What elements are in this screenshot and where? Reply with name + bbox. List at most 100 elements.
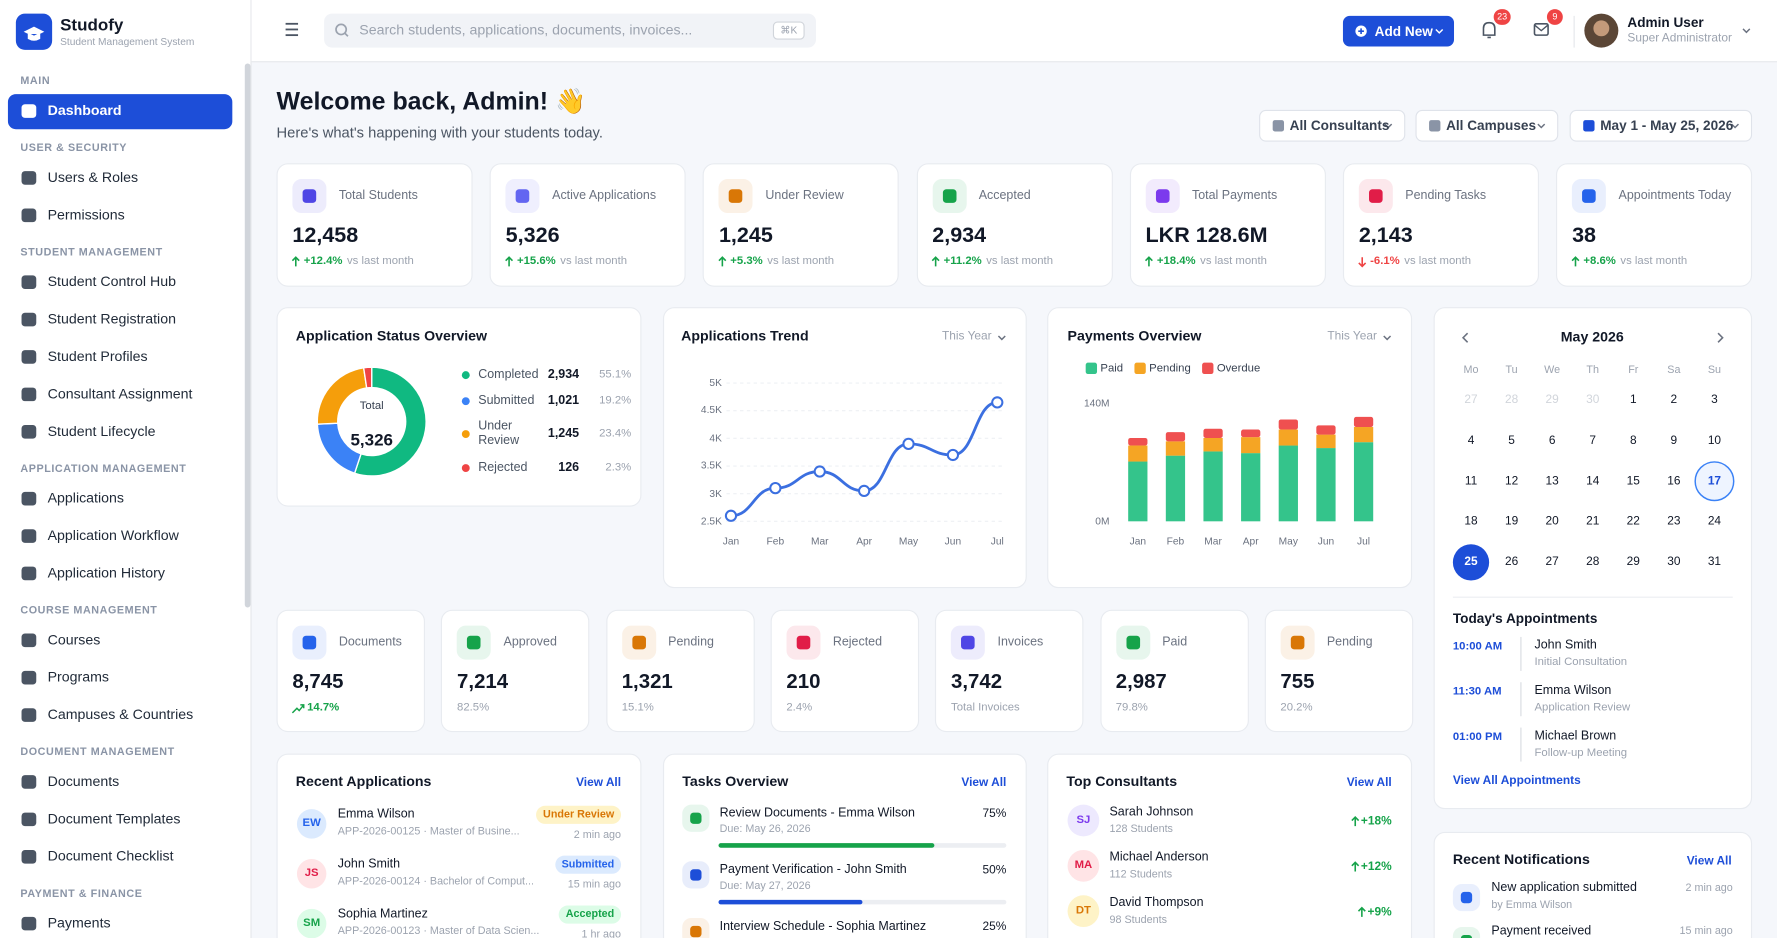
filter-label[interactable]: All Campuses bbox=[1446, 117, 1537, 134]
sidebar-item[interactable]: Courses bbox=[47, 631, 101, 648]
calendar-day[interactable]: 13 bbox=[1545, 474, 1559, 488]
sidebar-item[interactable]: Student Control Hub bbox=[47, 273, 176, 290]
sidebar-item[interactable]: Student Lifecycle bbox=[47, 423, 156, 440]
calendar-day[interactable]: 2 bbox=[1670, 392, 1678, 407]
sidebar-item[interactable]: Users & Roles bbox=[47, 169, 139, 186]
calendar-day[interactable]: 8 bbox=[1629, 433, 1637, 448]
calendar-day[interactable]: 27 bbox=[1464, 392, 1478, 407]
calendar-day[interactable]: 28 bbox=[1504, 392, 1519, 407]
calendar-day[interactable]: 23 bbox=[1667, 514, 1681, 529]
calendar-day[interactable]: 17 bbox=[1707, 474, 1722, 488]
calendar-day[interactable]: 5 bbox=[1508, 433, 1515, 448]
calendar-day[interactable]: 1 bbox=[1629, 392, 1637, 407]
icon bbox=[1115, 625, 1150, 660]
search-box[interactable] bbox=[324, 13, 816, 48]
sidebar-item[interactable]: Application History bbox=[47, 564, 165, 581]
task-title: Payment Verification - John Smith bbox=[719, 862, 907, 877]
sidebar-item[interactable]: Documents bbox=[47, 773, 120, 790]
calendar-day[interactable]: 29 bbox=[1626, 555, 1640, 569]
calendar-day[interactable]: 7 bbox=[1589, 433, 1597, 448]
y-tick-label: 140M bbox=[1083, 397, 1110, 409]
shortcut: ⌘K bbox=[780, 24, 798, 36]
bar-segment bbox=[1241, 437, 1261, 454]
sidebar-item[interactable]: Payments bbox=[47, 915, 111, 931]
trend-point bbox=[902, 437, 915, 451]
legend-dot bbox=[461, 397, 470, 406]
sidebar-item[interactable]: Programs bbox=[47, 669, 110, 686]
sidebar-item[interactable]: Student Registration bbox=[47, 311, 176, 327]
view-all-link[interactable]: View All Appointments bbox=[1452, 773, 1581, 788]
sidebar-item[interactable]: Campuses & Countries bbox=[47, 706, 194, 723]
icon-glyph bbox=[690, 812, 702, 824]
calendar-day[interactable]: 18 bbox=[1464, 514, 1478, 529]
sidebar-item[interactable]: Applications bbox=[47, 490, 124, 507]
calendar-day[interactable]: 10 bbox=[1707, 433, 1722, 448]
bar-segment bbox=[1165, 455, 1186, 522]
view-all-link[interactable]: View All bbox=[1346, 775, 1392, 790]
calendar-day[interactable]: 15 bbox=[1626, 474, 1640, 488]
view-all-link[interactable]: View All bbox=[576, 775, 622, 790]
avatar-initials: MA bbox=[1074, 859, 1093, 872]
icon-glyph bbox=[961, 635, 975, 650]
calendar-day[interactable]: 14 bbox=[1586, 474, 1600, 488]
filter-label[interactable]: May 1 - May 25, 2026 bbox=[1600, 117, 1734, 134]
sidebar-item[interactable]: Document Checklist bbox=[47, 848, 174, 865]
calendar-day[interactable]: 12 bbox=[1504, 474, 1519, 488]
trend-arrow bbox=[505, 256, 514, 267]
calendar-day[interactable]: 22 bbox=[1626, 514, 1640, 529]
sidebar-item[interactable]: Document Templates bbox=[47, 810, 181, 827]
filter-label[interactable]: All Consultants bbox=[1289, 117, 1390, 134]
calendar-day[interactable]: 19 bbox=[1504, 514, 1519, 529]
brand-tagline: Student Management System bbox=[60, 35, 195, 48]
calendar-day[interactable]: 21 bbox=[1586, 514, 1600, 529]
stat-value: 1,321 bbox=[621, 670, 673, 693]
section-title: Today's Appointments bbox=[1452, 610, 1598, 627]
calendar-day[interactable]: 4 bbox=[1467, 433, 1475, 448]
calendar-day[interactable]: 6 bbox=[1548, 433, 1556, 448]
y-tick-label: 3.5K bbox=[700, 459, 722, 472]
view-all-link[interactable]: View All bbox=[961, 775, 1007, 790]
x-tick-label: May bbox=[1278, 535, 1298, 547]
trend-arrow bbox=[1358, 257, 1367, 268]
application-detail: APP-2026-00125 · Master of Busine... bbox=[337, 825, 520, 838]
calendar-day[interactable]: 20 bbox=[1545, 514, 1559, 529]
avatar bbox=[1067, 804, 1100, 837]
x-tick-label: Feb bbox=[766, 535, 785, 547]
sidebar-item[interactable]: Application Workflow bbox=[47, 527, 179, 544]
stat-value: 5,326 bbox=[505, 223, 560, 248]
calendar-day[interactable]: 30 bbox=[1667, 555, 1681, 569]
stat-card bbox=[1099, 609, 1249, 733]
calendar-day[interactable]: 3 bbox=[1711, 392, 1718, 407]
calendar-day[interactable]: 11 bbox=[1464, 474, 1478, 488]
calendar-day[interactable]: 29 bbox=[1545, 392, 1559, 407]
calendar-day[interactable]: 9 bbox=[1670, 433, 1678, 448]
filter[interactable] bbox=[1259, 109, 1406, 142]
icon bbox=[1280, 625, 1315, 660]
filter[interactable] bbox=[1569, 109, 1753, 142]
calendar-day[interactable]: 27 bbox=[1545, 555, 1559, 569]
calendar-day[interactable]: 28 bbox=[1586, 555, 1600, 569]
sidebar-item[interactable]: Permissions bbox=[47, 206, 125, 223]
donut-segment bbox=[362, 366, 373, 389]
weekday: Su bbox=[1707, 364, 1722, 377]
sidebar-item[interactable]: Dashboard bbox=[47, 102, 122, 119]
calendar-day[interactable]: 16 bbox=[1667, 474, 1681, 488]
x-tick-label: Jan bbox=[722, 535, 740, 547]
stat-label: Appointments Today bbox=[1618, 188, 1732, 203]
period-select[interactable]: This Year bbox=[1327, 329, 1377, 344]
calendar-day[interactable]: 26 bbox=[1504, 555, 1519, 569]
calendar-day[interactable]: 24 bbox=[1707, 514, 1722, 529]
icon-glyph bbox=[1369, 189, 1383, 203]
view-all-link[interactable]: View All bbox=[1686, 854, 1732, 868]
add-new-label[interactable]: Add New bbox=[1374, 23, 1433, 39]
calendar-day[interactable]: 30 bbox=[1586, 392, 1600, 407]
avatar-initials: EW bbox=[302, 817, 321, 830]
calendar-day[interactable]: 31 bbox=[1707, 555, 1722, 569]
search-placeholder[interactable]: Search students, applications, documents… bbox=[359, 22, 693, 38]
sidebar-item[interactable]: Student Profiles bbox=[47, 348, 148, 365]
calendar-day[interactable]: 25 bbox=[1464, 555, 1478, 569]
sidebar-item[interactable]: Consultant Assignment bbox=[47, 385, 193, 402]
sidebar-section: DOCUMENT MANAGEMENT bbox=[20, 746, 175, 759]
period-select[interactable]: This Year bbox=[942, 329, 992, 344]
